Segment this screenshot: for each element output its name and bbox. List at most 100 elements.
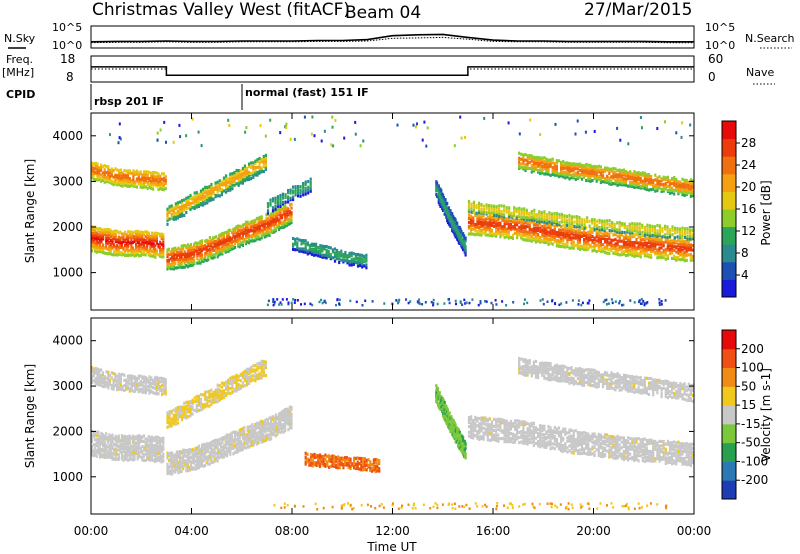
- power-cell: [541, 298, 544, 301]
- velocity-cell: [130, 436, 133, 440]
- power-cell: [299, 191, 302, 195]
- power-cell: [613, 222, 616, 226]
- power-cell: [214, 187, 217, 191]
- power-cell: [641, 248, 644, 253]
- power-cell: [154, 244, 157, 248]
- power-cell: [597, 239, 600, 243]
- power-cell: [572, 172, 575, 176]
- power-cell: [109, 229, 112, 233]
- velocity-cell: [150, 446, 154, 450]
- power-cell: [601, 180, 605, 184]
- power-cell: [127, 240, 130, 244]
- power-cell: [117, 252, 120, 256]
- power-cell: [179, 135, 182, 139]
- power-cell: [226, 232, 229, 236]
- power-cell: [139, 242, 142, 246]
- power-cell: [505, 206, 508, 210]
- velocity-cell: [154, 459, 157, 464]
- power-cell: [543, 236, 546, 240]
- power-cell: [541, 161, 544, 165]
- power-cell: [346, 254, 349, 258]
- power-cell: [120, 241, 123, 245]
- power-cell: [170, 208, 173, 213]
- power-cell: [178, 207, 182, 211]
- power-cell: [631, 253, 634, 257]
- power-cell: [518, 233, 521, 237]
- velocity-cell: [114, 448, 117, 452]
- velocity-cell: [202, 451, 205, 456]
- velocity-cell: [150, 435, 154, 439]
- power-cell: [522, 232, 525, 236]
- power-cell: [545, 236, 548, 241]
- power-cell: [202, 195, 205, 200]
- power-cell: [464, 245, 467, 249]
- velocity-cell: [130, 450, 133, 454]
- power-cell: [658, 238, 661, 242]
- power-cell: [484, 226, 487, 230]
- power-cell: [467, 199, 471, 204]
- power-cell: [323, 255, 326, 259]
- velocity-cell: [224, 436, 227, 440]
- power-cell: [159, 248, 162, 252]
- velocity-cell: [237, 443, 240, 447]
- power-cell: [555, 214, 558, 218]
- power-cell: [629, 235, 632, 239]
- power-cell: [631, 251, 634, 255]
- power-cell: [662, 187, 665, 192]
- power-cell: [597, 175, 600, 179]
- power-cell: [202, 187, 205, 191]
- power-cell: [189, 263, 193, 267]
- power-cell: [136, 252, 139, 256]
- power-cell: [100, 235, 103, 239]
- power-cell: [576, 229, 579, 233]
- velocity-cell: [233, 433, 237, 437]
- power-cell: [524, 229, 527, 234]
- power-cell: [620, 175, 623, 179]
- velocity-cell: [120, 442, 123, 446]
- power-cell: [211, 253, 215, 257]
- power-cell: [597, 247, 600, 251]
- power-cell: [274, 199, 277, 203]
- power-cell: [549, 240, 552, 244]
- velocity-cell: [240, 442, 243, 446]
- power-cell: [101, 178, 104, 182]
- power-cell: [635, 246, 638, 250]
- power-cell: [285, 223, 288, 228]
- power-cell: [505, 217, 508, 221]
- power-cell: [530, 164, 533, 168]
- power-cell: [678, 227, 682, 231]
- power-cell: [141, 240, 144, 244]
- velocity-cell: [277, 420, 281, 424]
- power-cell: [232, 232, 235, 236]
- power-cell: [671, 191, 674, 195]
- power-cell: [204, 197, 207, 201]
- power-cell: [666, 242, 669, 246]
- power-cell: [656, 186, 659, 190]
- power-cell: [488, 204, 491, 208]
- velocity-cell: [281, 417, 284, 422]
- power-cell: [482, 207, 486, 211]
- velocity-cell: [251, 433, 254, 437]
- power-cell: [537, 223, 540, 227]
- power-cell: [639, 255, 642, 259]
- power-cell: [175, 266, 178, 270]
- power-cell: [271, 229, 274, 233]
- power-cell: [191, 261, 194, 265]
- power-cell: [157, 182, 160, 186]
- power-cell: [516, 214, 519, 218]
- power-cell: [219, 247, 222, 251]
- power-cell: [660, 238, 663, 242]
- power-cell: [627, 174, 630, 178]
- power-cell: [652, 180, 655, 184]
- power-cell: [679, 245, 682, 249]
- velocity-cell: [149, 441, 152, 445]
- power-cell: [235, 182, 238, 186]
- power-cell: [161, 187, 164, 191]
- power-cell: [114, 235, 117, 239]
- power-cell: [183, 250, 186, 254]
- power-cell: [171, 252, 174, 256]
- velocity-cell: [160, 444, 163, 448]
- velocity-cell: [282, 430, 285, 434]
- power-cell: [285, 206, 288, 210]
- power-cell: [91, 249, 94, 253]
